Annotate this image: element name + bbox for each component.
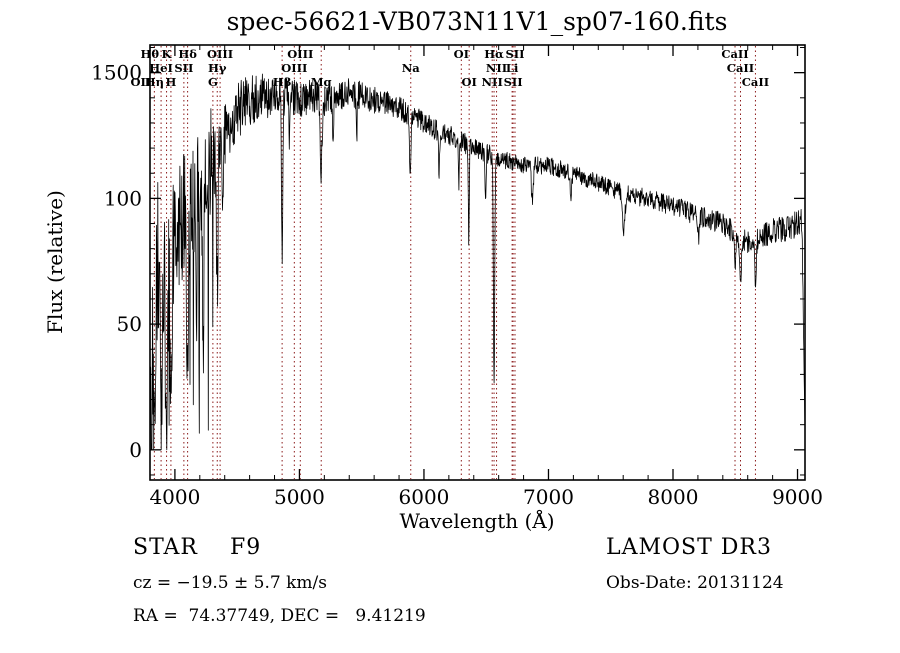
spectral-line-label: OI bbox=[461, 75, 476, 89]
spectral-line-label: Hδ bbox=[178, 47, 197, 61]
x-tick-label: 4000 bbox=[149, 485, 200, 509]
x-axis-label: Wavelength (Å) bbox=[399, 508, 554, 533]
spectral-line-label: OII bbox=[131, 75, 152, 89]
survey-text: LAMOST DR3 bbox=[606, 535, 772, 560]
spectral-line-label: Hγ bbox=[208, 61, 227, 75]
y-tick-label: 1500 bbox=[91, 61, 142, 85]
spectral-line-label: CaII bbox=[721, 47, 748, 61]
y-tick-label: 50 bbox=[117, 312, 142, 336]
star-class-text: STAR F9 bbox=[133, 535, 262, 560]
spectral-line-label: Hβ bbox=[273, 75, 292, 89]
spectral-line-label: Mg bbox=[311, 75, 332, 89]
y-tick-label: 100 bbox=[104, 186, 142, 210]
spectral-line-label: SII bbox=[504, 75, 523, 89]
spectral-line-label: G bbox=[208, 75, 218, 89]
spectral-line-label: SII bbox=[174, 61, 193, 75]
y-tick-label: 0 bbox=[129, 438, 142, 462]
x-tick-label: 7000 bbox=[523, 485, 574, 509]
spectral-line-label: CaII bbox=[742, 75, 769, 89]
spectral-line-label: SII bbox=[505, 47, 524, 61]
plot-frame bbox=[149, 44, 806, 481]
cz-text: cz = −19.5 ± 5.7 km/s bbox=[133, 573, 327, 593]
spectral-line-label: Na bbox=[402, 61, 421, 75]
spectral-line-label: K bbox=[162, 47, 173, 61]
spectrum-trace bbox=[149, 73, 806, 451]
y-axis-label: Flux (relative) bbox=[43, 190, 67, 334]
ra-dec-text: RA = 74.37749, DEC = 9.41219 bbox=[133, 606, 426, 626]
spectral-line-label: Li bbox=[506, 61, 519, 75]
spectral-line-label: CaII bbox=[727, 61, 754, 75]
x-tick-label: 9000 bbox=[772, 485, 823, 509]
plot-area: 4000 5000 6000 7000 8000 90000501001500OIIHθH… bbox=[91, 45, 823, 509]
chart-title: spec-56621-VB073N11V1_sp07-160.fits bbox=[227, 7, 728, 36]
spectral-line-label: Hα bbox=[484, 47, 504, 61]
spectral-line-label: NII bbox=[482, 75, 503, 89]
spectral-line-label: OIII bbox=[281, 61, 307, 75]
x-tick-label: 6000 bbox=[399, 485, 450, 509]
obs-date-text: Obs-Date: 20131124 bbox=[606, 573, 784, 593]
spectral-line-label: Hη bbox=[145, 75, 164, 89]
spectral-line-label: OIII bbox=[207, 47, 233, 61]
x-tick-label: 5000 bbox=[274, 485, 325, 509]
spectral-line-label: H bbox=[165, 75, 176, 89]
x-tick-label: 8000 bbox=[648, 485, 699, 509]
spectral-line-label: OIII bbox=[287, 47, 313, 61]
spectral-line-label: OI bbox=[454, 47, 469, 61]
spectral-line-label: NII bbox=[486, 61, 507, 75]
spectral-line-label: HeI bbox=[149, 61, 173, 75]
